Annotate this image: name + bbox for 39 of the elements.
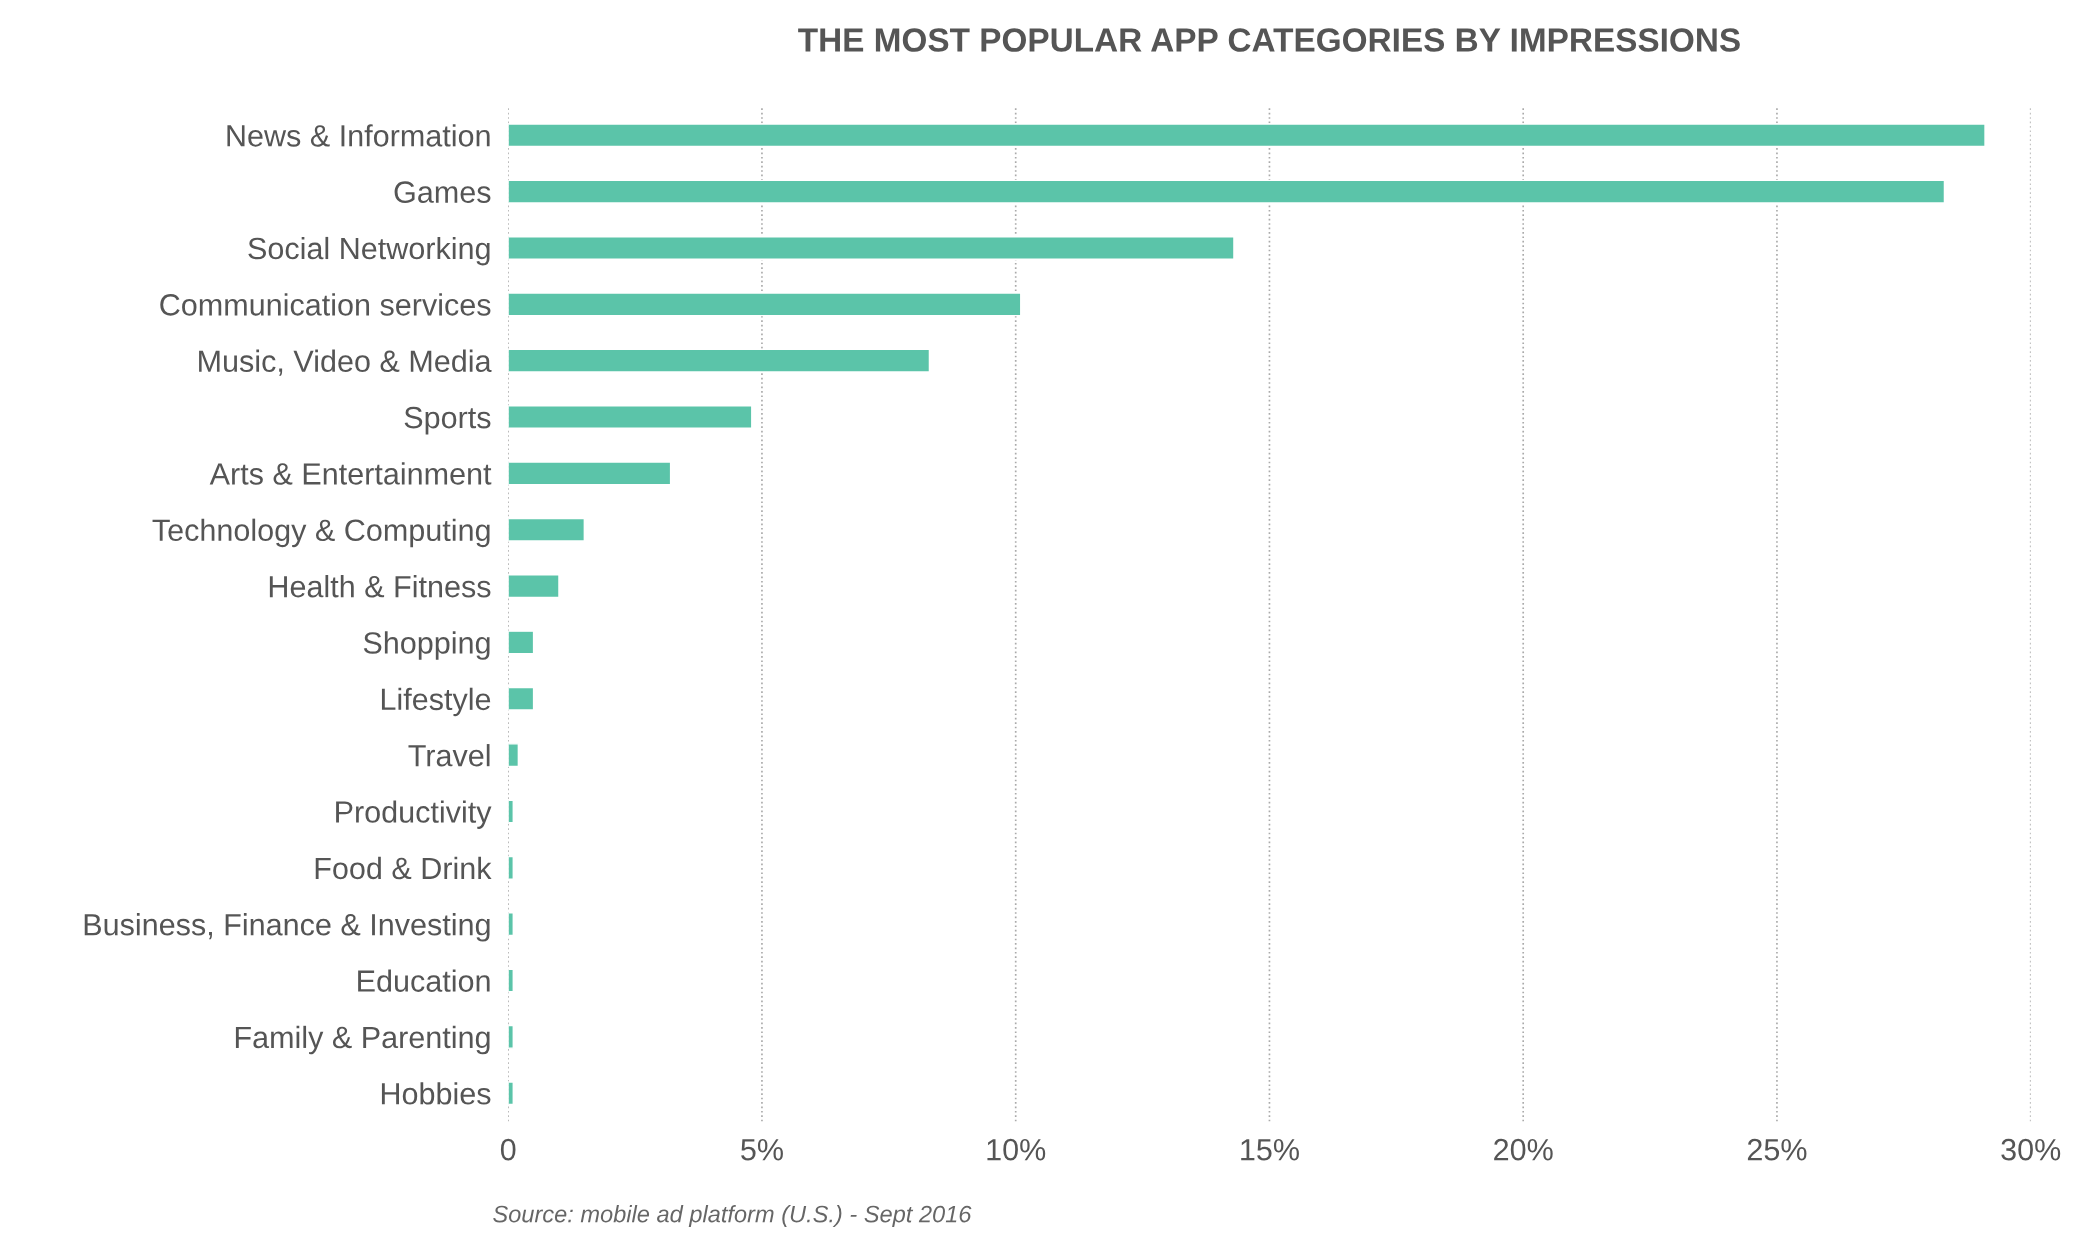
- y-tick-label: Arts & Entertainment: [209, 462, 492, 485]
- y-tick-label: Education: [358, 969, 490, 992]
- bar: [508, 517, 586, 542]
- x-tick-label: 25%: [1747, 1138, 1807, 1161]
- y-tick-label: Sports: [404, 406, 491, 435]
- y-tick-label: Travel: [408, 744, 490, 767]
- chart-title: THE MOST POPULAR APP CATEGORIES BY IMPRESSIONS: [798, 28, 1740, 52]
- y-tick-label: Hobbies: [381, 1082, 491, 1105]
- bar: [508, 292, 1022, 317]
- bar: [508, 461, 672, 486]
- y-tick-label: Games: [394, 181, 491, 203]
- bar: [508, 574, 560, 599]
- y-tick-label: Music, Video & Media: [199, 349, 492, 376]
- source-note: Source: mobile ad platform (U.S.) - Sept 2016: [493, 1205, 972, 1228]
- x-tick-label: 15%: [1241, 1139, 1299, 1161]
- bar: [508, 630, 535, 655]
- y-tick-label: Family & Parenting: [235, 1025, 490, 1055]
- x-tick-label: 20%: [1494, 1138, 1553, 1161]
- y-tick-label: Health & Fitness: [269, 575, 491, 598]
- bar: [508, 123, 1986, 148]
- y-tick-label: Food & Drink: [315, 856, 492, 880]
- y-tick-label: News & Information: [227, 124, 490, 147]
- bar: [508, 348, 931, 373]
- x-tick-label: 10%: [987, 1138, 1046, 1161]
- y-tick-label: Communication services: [160, 293, 491, 316]
- y-tick-label: Lifestyle: [381, 687, 491, 717]
- bar: [508, 686, 535, 711]
- y-tick-label: Business, Finance & Investing: [84, 913, 490, 942]
- x-tick-label: 30%: [2001, 1138, 2061, 1161]
- bar: [508, 405, 753, 429]
- y-tick-label: Technology & Computing: [152, 518, 490, 548]
- bar: [508, 236, 1235, 260]
- y-tick-label: Shopping: [363, 631, 490, 660]
- y-tick-label: Productivity: [336, 800, 492, 829]
- x-tick-label: 5%: [741, 1139, 783, 1161]
- bar: [508, 179, 1946, 204]
- x-tick-label: 0: [500, 1138, 516, 1161]
- bar: [508, 743, 520, 768]
- y-tick-label: Social Networking: [248, 236, 490, 266]
